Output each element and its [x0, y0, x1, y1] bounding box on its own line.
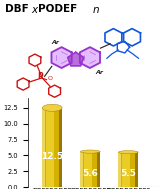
Bar [134, 152, 138, 187]
Text: 5.6: 5.6 [82, 169, 98, 178]
Text: Ar: Ar [96, 70, 104, 75]
Ellipse shape [118, 186, 138, 189]
Text: P: P [37, 72, 43, 81]
Bar [80, 152, 97, 187]
Bar [84, 152, 92, 187]
Bar [80, 152, 83, 187]
Polygon shape [52, 47, 72, 68]
Text: 5.5: 5.5 [120, 169, 136, 178]
Ellipse shape [42, 104, 62, 111]
Y-axis label: EQE (%): EQE (%) [0, 125, 2, 160]
Text: O: O [47, 77, 52, 81]
Bar [118, 152, 121, 187]
Bar [42, 108, 45, 187]
Ellipse shape [80, 150, 100, 153]
Text: PODEF: PODEF [38, 4, 77, 14]
Text: DBF: DBF [5, 4, 29, 14]
Polygon shape [68, 52, 84, 66]
Ellipse shape [80, 186, 100, 189]
Bar [96, 152, 100, 187]
Bar [118, 152, 135, 187]
Ellipse shape [118, 151, 138, 154]
Text: n: n [92, 5, 99, 15]
Text: Ar: Ar [51, 40, 59, 45]
Bar [42, 108, 59, 187]
Polygon shape [80, 47, 100, 68]
Text: 12.5: 12.5 [41, 153, 63, 161]
Ellipse shape [42, 184, 62, 189]
Polygon shape [28, 187, 159, 189]
Bar [122, 152, 130, 187]
Bar [58, 108, 62, 187]
Text: x: x [32, 5, 38, 15]
Bar [46, 108, 54, 187]
